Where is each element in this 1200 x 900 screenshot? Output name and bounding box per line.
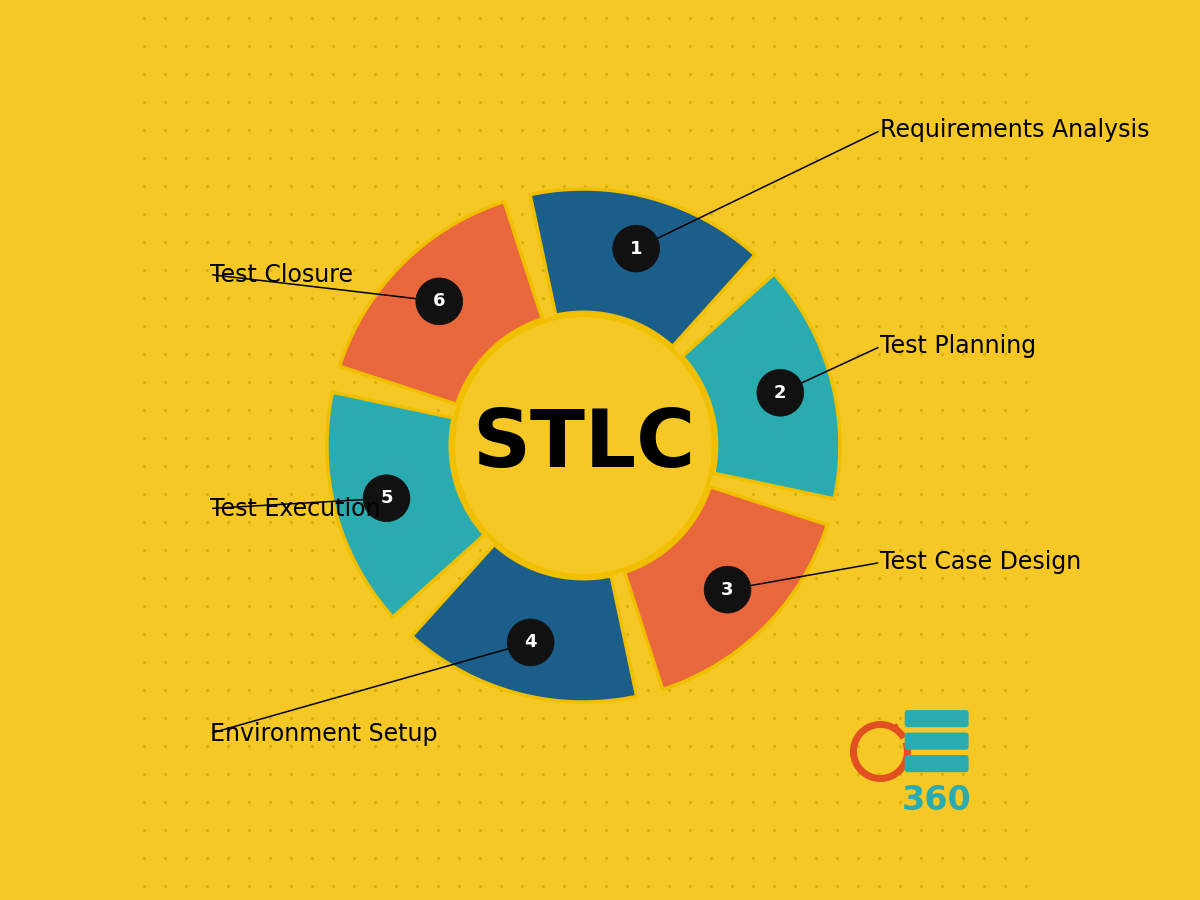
Polygon shape — [530, 189, 755, 346]
Circle shape — [416, 278, 463, 325]
Circle shape — [452, 315, 714, 576]
Circle shape — [757, 369, 804, 416]
Circle shape — [508, 619, 554, 666]
Text: 4: 4 — [524, 634, 536, 652]
Polygon shape — [326, 392, 485, 617]
Circle shape — [613, 225, 660, 272]
FancyBboxPatch shape — [905, 710, 968, 727]
Circle shape — [704, 566, 751, 613]
FancyBboxPatch shape — [905, 733, 968, 750]
Polygon shape — [340, 202, 542, 404]
Text: 6: 6 — [433, 292, 445, 310]
Polygon shape — [412, 544, 637, 702]
Text: Test Case Design: Test Case Design — [881, 551, 1081, 574]
Text: 3: 3 — [721, 580, 733, 598]
Text: Requirements Analysis: Requirements Analysis — [881, 119, 1150, 142]
Text: 360: 360 — [902, 785, 972, 817]
Text: Environment Setup: Environment Setup — [210, 722, 438, 745]
Text: 1: 1 — [630, 239, 642, 257]
FancyBboxPatch shape — [905, 755, 968, 772]
Circle shape — [364, 475, 410, 522]
Polygon shape — [624, 487, 827, 689]
Polygon shape — [683, 274, 840, 499]
Text: Test Closure: Test Closure — [210, 263, 353, 286]
Text: STLC: STLC — [472, 407, 695, 484]
Text: 2: 2 — [774, 383, 786, 401]
Text: Test Planning: Test Planning — [881, 335, 1037, 358]
Text: Test Execution: Test Execution — [210, 497, 380, 520]
Text: 5: 5 — [380, 490, 392, 508]
